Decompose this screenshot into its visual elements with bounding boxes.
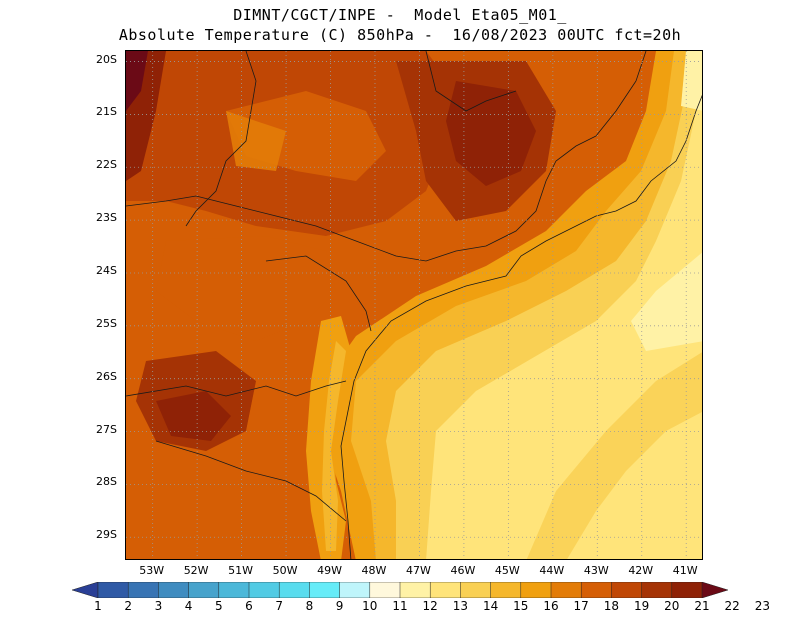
colorbar-swatch xyxy=(580,582,613,598)
latitude-label: 27S xyxy=(96,422,117,436)
state-border-7 xyxy=(425,51,517,112)
colorbar-swatch xyxy=(671,582,703,598)
colorbar-swatch xyxy=(158,582,190,598)
colorbar-swatch xyxy=(188,582,220,598)
longitude-label: 44W xyxy=(539,564,565,577)
colorbar-swatch xyxy=(278,582,311,598)
colorbar-swatch xyxy=(399,582,431,598)
longitude-label: 43W xyxy=(583,564,609,577)
latitude-label: 25S xyxy=(96,316,117,330)
temperature-map xyxy=(125,50,703,560)
latitude-label: 23S xyxy=(96,211,117,225)
colorbar-swatch xyxy=(339,582,371,598)
colorbar-label: 4 xyxy=(184,599,193,613)
colorbar-label: 16 xyxy=(543,599,559,613)
latitude-label: 29S xyxy=(96,528,117,542)
colorbar-swatch xyxy=(97,582,129,598)
colorbar-swatch xyxy=(218,582,250,598)
latitude-label: 26S xyxy=(96,369,117,383)
colorbar-swatch xyxy=(641,582,673,598)
state-border-1 xyxy=(126,135,597,262)
colorbar-label: 10 xyxy=(362,599,378,613)
colorbar-label: 2 xyxy=(124,599,133,613)
longitude-label: 53W xyxy=(139,564,165,577)
colorbar-swatch xyxy=(72,582,99,598)
colorbar-swatch xyxy=(429,582,462,598)
contour-21-sw xyxy=(156,391,231,441)
colorbar-label: 22 xyxy=(724,599,740,613)
longitude-label: 45W xyxy=(494,564,520,577)
contour-15-tongue xyxy=(322,341,346,551)
state-border-5 xyxy=(155,440,347,522)
colorbar-swatch xyxy=(369,582,401,598)
latitude-label: 21S xyxy=(96,105,117,119)
longitude-label: 52W xyxy=(183,564,209,577)
longitude-label: 51W xyxy=(228,564,254,577)
longitude-label: 41W xyxy=(672,564,698,577)
colorbar-swatch xyxy=(701,582,728,598)
colorbar-label: 11 xyxy=(392,599,408,613)
colorbar-swatch xyxy=(520,582,552,598)
colorbar-label: 17 xyxy=(573,599,589,613)
contour-13-patch xyxy=(631,252,702,351)
colorbar-swatch xyxy=(127,582,160,598)
colorbar-label: 9 xyxy=(335,599,344,613)
latitude-label: 28S xyxy=(96,475,117,489)
colorbar-label: 12 xyxy=(422,599,438,613)
colorbar-swatch xyxy=(248,582,280,598)
colorbar-label: 21 xyxy=(694,599,710,613)
colorbar xyxy=(72,582,728,598)
colorbar-label: 5 xyxy=(214,599,223,613)
colorbar-label: 13 xyxy=(452,599,469,613)
state-border-4 xyxy=(126,380,347,397)
latitude-label: 22S xyxy=(96,158,117,172)
colorbar-label: 18 xyxy=(603,599,620,613)
map-title-line-1: DIMNT/CGCT/INPE - Model Eta05_M01_ xyxy=(233,6,567,24)
colorbar-label: 6 xyxy=(245,599,253,613)
colorbar-label: 8 xyxy=(305,599,314,613)
colorbar-swatch xyxy=(611,582,643,598)
colorbar-label: 7 xyxy=(275,599,284,613)
latitude-label: 20S xyxy=(96,52,117,66)
longitude-label: 42W xyxy=(628,564,654,577)
colorbar-swatch xyxy=(550,582,582,598)
temperature-field-svg xyxy=(126,51,702,559)
contour-21 xyxy=(446,81,536,186)
state-border-6 xyxy=(595,51,647,137)
graticule xyxy=(126,51,702,559)
contour-22 xyxy=(126,51,148,111)
map-title-line-2: Absolute Temperature (C) 850hPa - 16/08/… xyxy=(118,26,682,44)
colorbar-swatch xyxy=(490,582,522,598)
colorbar-label: 19 xyxy=(633,599,650,613)
colorbar-label: 3 xyxy=(154,599,163,613)
contour-15-band xyxy=(526,352,702,559)
contour-18-mid xyxy=(156,236,336,341)
contour-17-mid xyxy=(226,111,286,171)
longitude-label: 46W xyxy=(450,564,476,577)
longitude-label: 48W xyxy=(361,564,387,577)
state-border-3 xyxy=(265,255,372,332)
longitude-label: 49W xyxy=(317,564,342,577)
longitude-label: 50W xyxy=(272,564,298,577)
colorbar-label: 23 xyxy=(754,599,771,613)
boundaries xyxy=(126,51,702,559)
longitude-label: 47W xyxy=(406,564,431,577)
colorbar-label: 1 xyxy=(94,599,102,613)
colorbar-label: 20 xyxy=(664,599,680,613)
coastline xyxy=(340,94,702,559)
state-border-2 xyxy=(185,51,257,227)
colorbar-label: 15 xyxy=(513,599,529,613)
colorbar-swatch xyxy=(460,582,492,598)
colorbar-swatch xyxy=(309,582,341,598)
colorbar-label: 14 xyxy=(482,599,499,613)
latitude-label: 24S xyxy=(96,263,117,277)
